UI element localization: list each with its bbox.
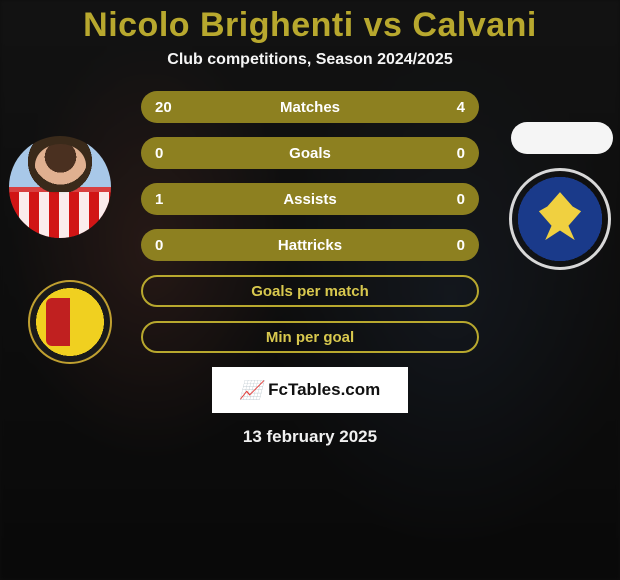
stat-label: Assists bbox=[181, 191, 439, 208]
chart-icon: 📈 bbox=[240, 380, 262, 401]
brand-text: FcTables.com bbox=[268, 380, 380, 400]
stat-right-value: 0 bbox=[439, 145, 465, 162]
stat-row-goals: 0 Goals 0 bbox=[141, 137, 479, 169]
stat-label: Matches bbox=[181, 99, 439, 116]
stat-left-value: 1 bbox=[155, 191, 181, 208]
stat-left-value: 20 bbox=[155, 99, 181, 116]
stat-right-value: 0 bbox=[439, 191, 465, 208]
page-subtitle: Club competitions, Season 2024/2025 bbox=[167, 51, 452, 69]
stat-row-goals-per-match: Goals per match bbox=[141, 275, 479, 307]
page-title: Nicolo Brighenti vs Calvani bbox=[83, 6, 537, 45]
stat-left-value: 0 bbox=[155, 237, 181, 254]
club-right-badge bbox=[509, 168, 611, 270]
date-text: 13 february 2025 bbox=[243, 427, 377, 447]
stat-row-matches: 20 Matches 4 bbox=[141, 91, 479, 123]
stat-label: Goals per match bbox=[183, 283, 437, 300]
stat-label: Goals bbox=[181, 145, 439, 162]
stats-table: 20 Matches 4 0 Goals 0 1 Assists 0 0 Hat… bbox=[141, 91, 479, 353]
content-wrapper: Nicolo Brighenti vs Calvani Club competi… bbox=[0, 0, 620, 580]
stat-row-assists: 1 Assists 0 bbox=[141, 183, 479, 215]
stat-right-value: 4 bbox=[439, 99, 465, 116]
brand-box[interactable]: 📈 FcTables.com bbox=[212, 367, 408, 413]
stat-right-value: 0 bbox=[439, 237, 465, 254]
club-left-badge bbox=[28, 280, 112, 364]
stat-label: Hattricks bbox=[181, 237, 439, 254]
stat-row-min-per-goal: Min per goal bbox=[141, 321, 479, 353]
player-right-avatar bbox=[511, 122, 613, 154]
stat-label: Min per goal bbox=[183, 329, 437, 346]
stat-left-value: 0 bbox=[155, 145, 181, 162]
player-left-avatar bbox=[9, 136, 111, 238]
stat-row-hattricks: 0 Hattricks 0 bbox=[141, 229, 479, 261]
